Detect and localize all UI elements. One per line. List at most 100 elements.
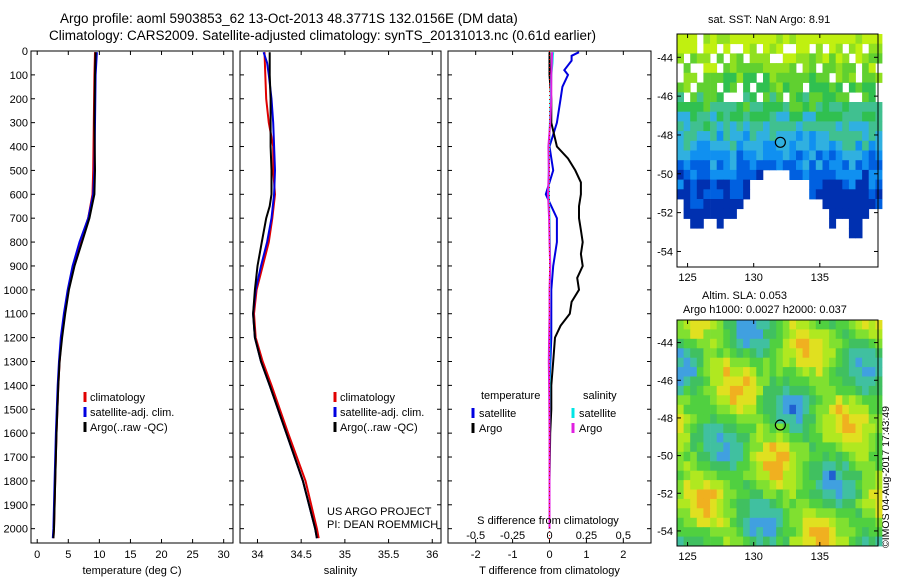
sst-map-cell: [835, 199, 843, 210]
sst-map-cell: [862, 53, 870, 64]
sla-map-cell: [822, 367, 830, 377]
sst-map-cell: [729, 53, 737, 64]
sla-map-cell: [703, 367, 711, 377]
sla-map-cell: [822, 395, 830, 406]
sst-map-cell: [776, 92, 784, 103]
sst-map-cell: [809, 72, 817, 83]
sst-map-cell: [815, 169, 823, 180]
sst-map-cell: [723, 150, 731, 161]
sla-map-cell: [703, 461, 711, 472]
sla-map-cell: [842, 451, 850, 462]
sla-map-cell: [796, 442, 803, 453]
sst-map-cell: [703, 140, 711, 151]
sla-map-cell: [756, 348, 764, 359]
sst-map-cell: [842, 150, 850, 161]
sla-map-cell: [809, 451, 817, 462]
sla-map-cell: [729, 517, 737, 528]
sst-map-cell: [822, 140, 830, 151]
sst-map-cell: [815, 43, 823, 54]
sla-map-cell: [776, 527, 784, 537]
sla-map-cell: [683, 461, 691, 472]
sla-map-cell: [743, 423, 751, 434]
sst-map-cell: [862, 131, 870, 142]
sla-map-cell: [835, 517, 843, 528]
sla-map-cell: [690, 433, 698, 443]
sla-map-cell: [868, 498, 876, 509]
sla-map-cell: [769, 480, 777, 490]
sst-map-cell: [862, 34, 870, 45]
sst-map-cell: [855, 160, 863, 171]
sst-map-cell: [769, 43, 777, 54]
sst-map-cell: [835, 189, 843, 200]
sst-map-cell: [875, 140, 883, 151]
sla-map-cell: [677, 527, 684, 537]
sla-map-cell: [868, 376, 876, 387]
sla-map-cell: [683, 367, 691, 377]
sst-map-ytick-label: -54: [657, 246, 673, 258]
sla-map-cell: [716, 527, 724, 537]
sla-map-cell: [815, 423, 823, 434]
sla-map-cell: [736, 480, 744, 490]
sst-map-cell: [703, 150, 711, 161]
sst-map-cell: [743, 82, 751, 93]
sst-map-cell: [855, 169, 863, 180]
sla-map-cell: [802, 329, 810, 340]
sla-map-cell: [868, 385, 876, 396]
sst-map-title: sat. SST: NaN Argo: 8.91: [708, 14, 831, 26]
sla-map-cell: [796, 480, 803, 490]
sst-map-cell: [822, 169, 830, 180]
sla-map-cell: [749, 433, 757, 443]
sla-map-subtitle: Argo h1000: 0.0027 h2000: 0.037: [683, 304, 847, 316]
sst-map-cell: [729, 160, 737, 171]
sla-map-cell: [769, 470, 777, 481]
sla-map-cell: [723, 367, 731, 377]
difference-legend-label: Argo: [479, 423, 502, 435]
sla-map-cell: [710, 404, 718, 415]
sla-map-cell: [756, 376, 764, 387]
sla-map-cell: [868, 357, 876, 368]
sst-map-cell: [848, 160, 856, 171]
sla-map-cell: [848, 461, 856, 472]
sla-map-cell: [736, 442, 744, 453]
sst-map-cell: [696, 208, 704, 219]
sst-map-cell: [776, 102, 784, 113]
sla-map-cell: [822, 498, 830, 509]
sla-map-cell: [796, 461, 803, 472]
sla-map-cell: [776, 442, 784, 453]
sla-map-cell: [729, 395, 737, 406]
sla-map-cell: [703, 357, 711, 368]
sst-map-cell: [802, 34, 810, 45]
sla-map-cell: [809, 404, 817, 415]
sst-map-cell: [690, 102, 698, 113]
sla-map-cell: [796, 338, 803, 349]
sst-map-cell: [868, 150, 876, 161]
sla-map-cell: [815, 404, 823, 415]
sla-map-cell: [729, 508, 737, 519]
sla-map-cell: [677, 508, 684, 519]
sla-map-cell: [710, 376, 718, 387]
sst-map-cell: [769, 160, 777, 171]
salinity-series-line: [252, 51, 318, 539]
sst-map-cell: [696, 218, 704, 229]
sla-map-cell: [710, 329, 718, 340]
sst-map-cell: [736, 102, 744, 113]
sla-map-cell: [782, 480, 790, 490]
sla-map-cell: [677, 451, 684, 462]
sst-map-cell: [842, 72, 850, 83]
sst-map-cell: [723, 111, 731, 122]
sla-map-cell: [842, 517, 850, 528]
sst-map-cell: [736, 63, 744, 74]
sla-map-ytick-label: -50: [657, 451, 673, 463]
sla-map-cell: [677, 367, 684, 377]
sst-map-cell: [743, 34, 751, 45]
sla-map-cell: [763, 395, 770, 406]
difference-xtick-label: -2: [471, 549, 481, 561]
sst-map-cell: [769, 131, 777, 142]
sla-map-cell: [703, 527, 711, 537]
temperature-xtick-label: 30: [218, 549, 230, 561]
sst-map-cell: [848, 179, 856, 190]
sst-map-cell: [710, 63, 718, 74]
sst-map-cell: [716, 169, 724, 180]
depth-tick-label: 800: [10, 237, 28, 249]
